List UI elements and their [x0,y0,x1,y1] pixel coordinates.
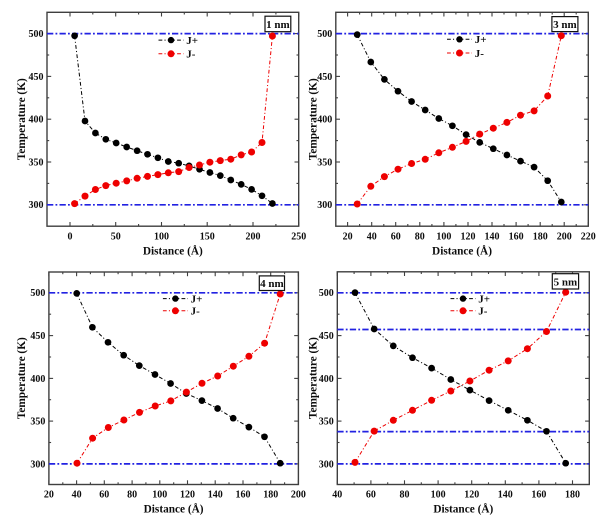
svg-text:450: 450 [317,72,332,83]
svg-text:180: 180 [533,231,548,242]
svg-text:Temperature (K): Temperature (K) [308,337,320,419]
svg-text:Distance (Å): Distance (Å) [433,504,493,516]
svg-text:300: 300 [30,459,45,470]
svg-text:400: 400 [29,115,44,126]
svg-text:100: 100 [154,231,169,242]
svg-text:80: 80 [400,490,410,501]
svg-text:100: 100 [436,231,451,242]
svg-text:500: 500 [319,288,334,299]
svg-text:100: 100 [152,490,167,501]
svg-text:J-: J- [475,48,485,60]
svg-text:20: 20 [44,490,54,501]
svg-text:120: 120 [461,231,476,242]
svg-text:40: 40 [367,231,377,242]
svg-text:200: 200 [246,231,261,242]
svg-text:Temperature (K): Temperature (K) [16,78,28,160]
svg-text:350: 350 [319,417,334,428]
svg-text:Temperature (K): Temperature (K) [308,78,320,160]
svg-text:350: 350 [30,417,45,428]
svg-text:160: 160 [509,231,524,242]
svg-text:J+: J+ [475,34,487,46]
svg-text:400: 400 [319,374,334,385]
svg-text:300: 300 [319,459,334,470]
svg-text:250: 250 [291,231,306,242]
svg-text:J-: J- [191,306,201,318]
svg-text:400: 400 [30,374,45,385]
svg-text:350: 350 [317,157,332,168]
svg-text:Distance (Å): Distance (Å) [143,245,203,257]
svg-text:120: 120 [180,490,195,501]
svg-text:J+: J+ [478,293,490,305]
svg-text:220: 220 [581,231,596,242]
svg-text:400: 400 [317,115,332,126]
svg-text:50: 50 [111,231,121,242]
svg-text:300: 300 [29,200,44,211]
svg-text:1 nm: 1 nm [266,19,290,31]
svg-text:450: 450 [30,331,45,342]
svg-text:140: 140 [208,490,223,501]
svg-text:60: 60 [391,231,401,242]
svg-text:J+: J+ [191,293,203,305]
svg-text:80: 80 [127,490,137,501]
svg-text:80: 80 [415,231,425,242]
svg-text:3 nm: 3 nm [553,19,577,31]
svg-text:500: 500 [30,288,45,299]
svg-text:160: 160 [531,490,546,501]
svg-text:140: 140 [485,231,500,242]
svg-text:5 nm: 5 nm [554,276,578,288]
svg-text:20: 20 [343,231,353,242]
svg-text:100: 100 [431,490,446,501]
svg-text:60: 60 [99,490,109,501]
svg-text:J-: J- [478,306,488,318]
svg-text:40: 40 [72,490,82,501]
svg-text:0: 0 [68,231,73,242]
svg-text:200: 200 [291,490,306,501]
svg-text:300: 300 [317,200,332,211]
svg-text:J-: J- [186,49,196,61]
svg-text:120: 120 [464,490,479,501]
svg-text:180: 180 [565,490,580,501]
svg-text:450: 450 [319,331,334,342]
svg-text:450: 450 [29,72,44,83]
svg-text:140: 140 [498,490,513,501]
svg-text:Temperature (K): Temperature (K) [16,337,28,419]
svg-text:40: 40 [332,490,342,501]
svg-text:180: 180 [263,490,278,501]
svg-text:150: 150 [200,231,215,242]
svg-text:Distance (Å): Distance (Å) [432,245,492,257]
svg-text:500: 500 [29,29,44,40]
svg-text:J+: J+ [186,35,198,47]
svg-text:350: 350 [29,157,44,168]
svg-text:160: 160 [236,490,251,501]
svg-text:4 nm: 4 nm [260,278,284,290]
svg-text:200: 200 [557,231,572,242]
svg-text:Distance (Å): Distance (Å) [144,504,204,516]
svg-text:60: 60 [366,490,376,501]
svg-text:500: 500 [317,29,332,40]
